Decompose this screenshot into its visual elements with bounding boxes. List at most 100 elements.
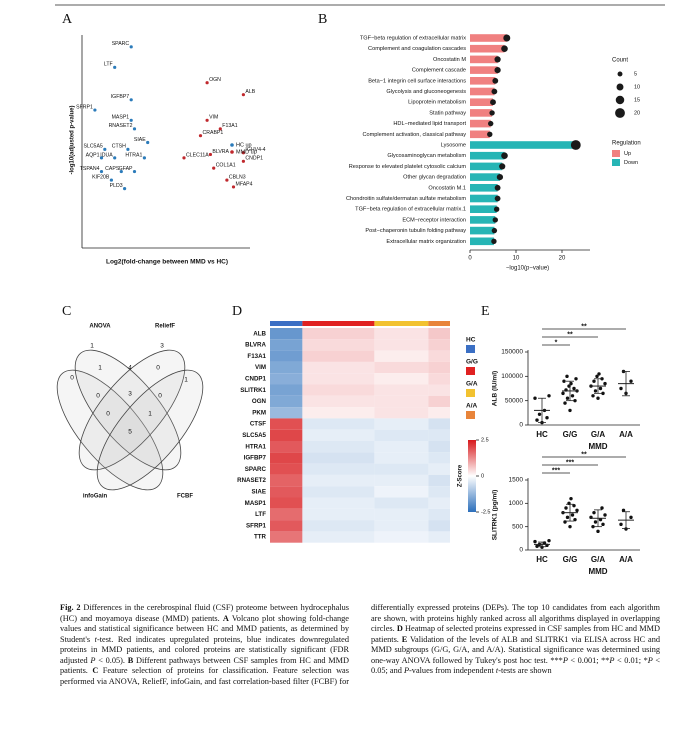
point-label: SPARC	[112, 41, 130, 47]
point-label: PLD3	[110, 183, 123, 189]
heat-cell	[302, 508, 375, 521]
category-label: Other glycan degradation	[403, 175, 466, 181]
row-label: CTSF	[250, 421, 266, 428]
point-label: SIAE	[134, 137, 146, 143]
count-dot	[491, 88, 498, 95]
point-label: CNDP1	[245, 156, 263, 162]
heat-cell	[270, 508, 303, 521]
point-label: IGFBP7	[111, 94, 130, 100]
caption-run: t	[495, 666, 499, 675]
caption-run: Validation of the levels of ALB and SLIT…	[371, 634, 660, 665]
point	[592, 510, 596, 515]
count-dot	[488, 120, 494, 127]
bar	[470, 194, 498, 203]
heat-cell	[302, 474, 375, 487]
caption-run: -test. Red indicates upregulated protein…	[60, 634, 349, 665]
caption-run: P	[647, 655, 653, 665]
legend-swatch	[466, 367, 475, 375]
category-label: Statin pathway	[429, 110, 466, 116]
row-label: RNASET2	[237, 477, 266, 484]
heat-cell	[428, 441, 450, 453]
category-label: Complement activation, classical pathway	[362, 132, 466, 138]
heat-cell	[302, 429, 375, 441]
point	[129, 98, 133, 102]
group-bar	[270, 321, 303, 326]
count-dot	[494, 66, 501, 74]
heat-cell	[302, 486, 375, 498]
point	[600, 506, 604, 510]
caption-run: D	[396, 624, 403, 633]
category-label: Complement cascade	[412, 68, 466, 74]
point-label: ALB	[245, 89, 255, 95]
heat-cell	[428, 508, 450, 521]
region-count: 3	[160, 343, 164, 350]
legend-size-label: 5	[634, 71, 637, 77]
bar	[470, 151, 505, 160]
y-tick-label: 50000	[505, 397, 523, 404]
legend-label: HC	[466, 337, 476, 344]
x-tick-label: 10	[513, 256, 520, 262]
x-tick-label: 20	[559, 256, 566, 262]
y-tick-label: 100000	[501, 373, 523, 380]
point-label: IGHV4-4	[245, 147, 265, 153]
significance-label: **	[581, 323, 587, 330]
heat-cell	[428, 429, 450, 441]
count-dot	[492, 77, 499, 84]
point	[593, 389, 598, 393]
bar	[470, 226, 495, 235]
point-label: CBLN3	[229, 174, 246, 180]
point	[592, 379, 596, 383]
count-dot	[491, 227, 498, 234]
legend-swatch	[466, 411, 475, 419]
count-dot	[501, 45, 508, 52]
caption-run: P	[403, 666, 410, 675]
heat-cell	[374, 520, 429, 532]
bar	[470, 77, 496, 85]
heat-cell	[428, 361, 450, 374]
point	[241, 159, 245, 163]
heat-cell	[270, 373, 303, 385]
point	[103, 147, 107, 151]
point-label: HTRA1	[125, 152, 142, 158]
heat-cell	[302, 339, 375, 351]
x-tick-label: G/A	[591, 555, 605, 564]
point	[595, 374, 599, 379]
point	[568, 408, 572, 413]
heat-cell	[270, 520, 303, 532]
point	[603, 381, 607, 386]
point	[596, 396, 600, 400]
caption-run: < 0.05).	[95, 655, 128, 665]
y-tick-label: 0	[519, 422, 523, 429]
heat-cell	[428, 486, 450, 498]
point	[129, 45, 133, 49]
caption-run: Different pathways between CSF samples f…	[60, 655, 349, 676]
point	[132, 169, 137, 174]
heat-cell	[428, 452, 450, 464]
count-dot	[499, 163, 506, 170]
point	[146, 140, 150, 145]
heat-cell	[302, 328, 375, 340]
count-dot	[501, 152, 508, 159]
legend-swatch	[612, 150, 620, 157]
point	[621, 508, 626, 513]
group-bar	[374, 321, 429, 326]
heat-cell	[302, 497, 375, 509]
x-tick-label: G/G	[563, 555, 578, 564]
row-label: SFRP1	[246, 522, 267, 529]
heat-cell	[374, 361, 429, 374]
caption-run: -tests are shown	[498, 666, 552, 675]
heat-cell	[302, 520, 375, 532]
heat-cell	[374, 418, 429, 430]
category-label: Glycosaminoglycan metabolism	[387, 153, 466, 159]
colorbar	[468, 440, 476, 512]
y-tick-label: 0	[519, 547, 523, 554]
point-label: SLC5A5	[83, 144, 102, 150]
category-label: Oncostatin M	[433, 57, 466, 63]
point	[601, 522, 605, 527]
category-label: Lysosome	[441, 142, 466, 148]
significance-label: ***	[566, 459, 574, 466]
panel-letter: C	[62, 304, 71, 319]
heat-cell	[302, 361, 375, 374]
caption-run: Feature selection of proteins for classi…	[60, 603, 660, 686]
